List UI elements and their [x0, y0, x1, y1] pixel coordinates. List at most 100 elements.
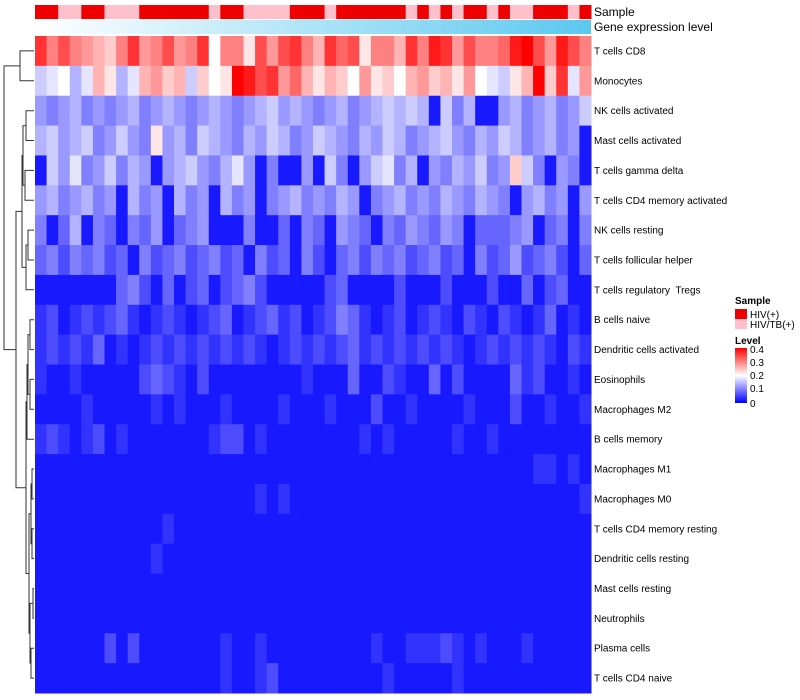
- heatmap-cell: [324, 215, 337, 246]
- heatmap-cell: [174, 573, 187, 604]
- heatmap-cell: [104, 155, 117, 186]
- heatmap-cell: [313, 65, 326, 97]
- heatmap-cell: [139, 185, 152, 216]
- heatmap-cell: [521, 573, 534, 604]
- heatmap-cell: [116, 394, 129, 425]
- heatmap-cell: [359, 125, 372, 156]
- heatmap-cell: [220, 394, 233, 425]
- heatmap-cell: [150, 513, 163, 545]
- row-label: Dendritic cells resting: [594, 554, 689, 565]
- row-label: Mast cells resting: [594, 584, 671, 595]
- heatmap-cell: [509, 364, 522, 395]
- heatmap-cell: [359, 364, 372, 395]
- heatmap-cell: [162, 424, 175, 455]
- heatmap-cell: [174, 185, 187, 216]
- heatmap-cell: [440, 185, 453, 216]
- heatmap-cell: [220, 36, 233, 67]
- heatmap-cell: [243, 125, 256, 156]
- heatmap-cell: [382, 603, 395, 634]
- row-label: Macrophages M1: [594, 465, 672, 476]
- heatmap-cell: [278, 364, 291, 395]
- heatmap-cell: [544, 454, 557, 485]
- heatmap-cell: [394, 185, 407, 216]
- heatmap-cell: [428, 663, 441, 694]
- heatmap-cell: [81, 125, 94, 156]
- heatmap-cell: [544, 603, 557, 634]
- heatmap-cell: [301, 125, 314, 156]
- heatmap-cell: [394, 424, 407, 455]
- heatmap-cell: [521, 663, 534, 694]
- heatmap-cell: [486, 454, 499, 485]
- heatmap-cell: [92, 36, 105, 67]
- heatmap-cell: [405, 125, 418, 156]
- heatmap-cell: [92, 155, 105, 186]
- heatmap-cell: [185, 334, 198, 365]
- heatmap-cell: [46, 543, 59, 575]
- heatmap-cell: [127, 424, 140, 455]
- heatmap-cell: [139, 573, 152, 604]
- heatmap-cell: [231, 65, 244, 97]
- heatmap-cell: [417, 633, 430, 664]
- heatmap-cell: [185, 65, 198, 97]
- heatmap-cell: [92, 424, 105, 455]
- heatmap-cell: [278, 274, 291, 306]
- heatmap-cell: [150, 483, 163, 515]
- heatmap-cell: [440, 663, 453, 694]
- heatmap-cell: [81, 36, 94, 67]
- heatmap-cell: [127, 483, 140, 515]
- heatmap-cell: [359, 36, 372, 67]
- heatmap-cell: [313, 663, 326, 694]
- heatmap-cell: [185, 155, 198, 186]
- heatmap-cell: [463, 424, 476, 455]
- heatmap-cell: [301, 304, 314, 336]
- heatmap-cell: [544, 513, 557, 545]
- heatmap-cell: [533, 573, 546, 604]
- heatmap-cell: [266, 185, 279, 216]
- heatmap-cell: [486, 663, 499, 694]
- heatmap-cell: [174, 424, 187, 455]
- heatmap-cell: [509, 334, 522, 365]
- heatmap-cell: [579, 125, 592, 156]
- heatmap-cell: [521, 483, 534, 515]
- heatmap-cell: [567, 304, 580, 336]
- heatmap-cell: [92, 334, 105, 365]
- heatmap-cell: [521, 334, 534, 365]
- heatmap-cell: [104, 424, 117, 455]
- heatmap-cell: [382, 573, 395, 604]
- heatmap-cell: [35, 215, 48, 246]
- heatmap-cell: [567, 394, 580, 425]
- heatmap-cell: [475, 274, 488, 306]
- heatmap-cell: [150, 424, 163, 455]
- heatmap-cell: [452, 304, 465, 336]
- heatmap-cell: [255, 304, 268, 336]
- heatmap-cell: [104, 663, 117, 694]
- heatmap-cell: [289, 125, 302, 156]
- heatmap-cell: [278, 245, 291, 276]
- heatmap-cell: [150, 663, 163, 694]
- heatmap-cell: [162, 274, 175, 306]
- legend-level-tick-03: 0.3: [750, 358, 764, 369]
- heatmap-cell: [324, 633, 337, 664]
- heatmap-cell: [509, 155, 522, 186]
- heatmap-cell: [556, 245, 569, 276]
- legend-level-colorbar: [735, 348, 747, 403]
- heatmap-cell: [197, 65, 210, 97]
- heatmap-cell: [208, 274, 221, 306]
- heatmap-cell: [313, 215, 326, 246]
- heatmap-cell: [359, 95, 372, 127]
- dendrogram-branch: [29, 378, 34, 410]
- heatmap-cell: [185, 663, 198, 694]
- heatmap-cell: [313, 424, 326, 455]
- heatmap-cell: [579, 483, 592, 515]
- heatmap-cell: [266, 633, 279, 664]
- heatmap-cell: [289, 573, 302, 604]
- heatmap-cell: [197, 304, 210, 336]
- heatmap-cell: [220, 155, 233, 186]
- heatmap-cell: [475, 334, 488, 365]
- heatmap-cell: [255, 155, 268, 186]
- heatmap-cell: [313, 394, 326, 425]
- heatmap-cell: [567, 215, 580, 246]
- heatmap-cell: [544, 364, 557, 395]
- row-label: B cells memory: [594, 435, 662, 446]
- heatmap-cell: [35, 454, 48, 485]
